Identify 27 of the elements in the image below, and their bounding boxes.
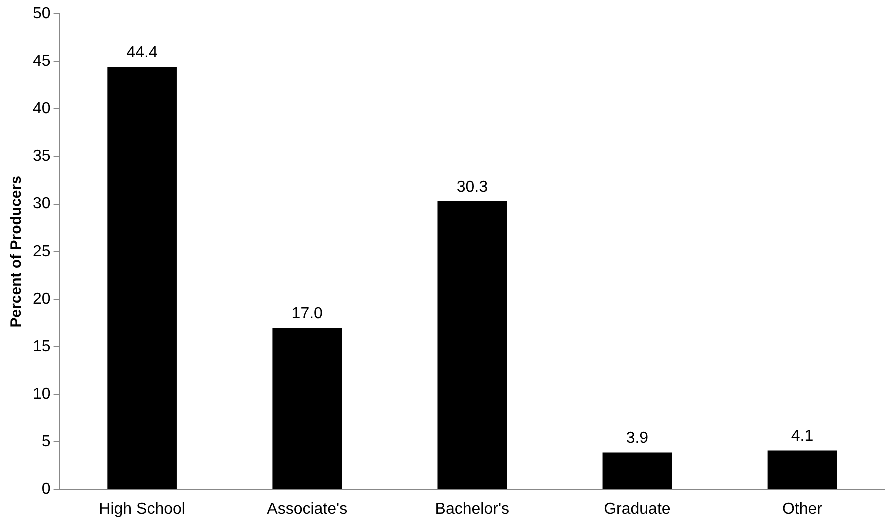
y-tick-label: 50	[33, 5, 51, 22]
y-tick-label: 5	[42, 434, 51, 451]
y-tick-label: 20	[33, 290, 51, 308]
data-label: 30.3	[456, 178, 488, 196]
bar	[602, 452, 672, 490]
y-tick-label: 15	[33, 338, 51, 356]
x-tick-label: High School	[99, 500, 186, 518]
y-tick-label: 45	[33, 52, 51, 70]
y-tick-label: 30	[33, 196, 51, 213]
y-axis-title: Percent of Producers	[8, 176, 26, 328]
bar	[108, 67, 177, 490]
x-tick-label: Graduate	[604, 500, 671, 518]
x-tick-label: Bachelor's	[435, 500, 510, 518]
data-label: 3.9	[626, 430, 649, 448]
y-tick-label: 0	[42, 481, 51, 498]
y-tick-label: 10	[33, 386, 51, 404]
y-tick-label: 35	[33, 148, 51, 166]
bar	[272, 328, 342, 490]
bar	[768, 450, 838, 490]
y-tick-label: 25	[33, 243, 51, 260]
x-tick-label: Associate's	[267, 500, 348, 518]
x-tick-label: Other	[782, 500, 824, 518]
data-label: 17.0	[292, 305, 324, 322]
bar	[438, 201, 508, 490]
y-tick-label: 40	[33, 100, 51, 118]
data-label: 4.1	[791, 428, 814, 446]
data-label: 44.4	[126, 44, 158, 62]
